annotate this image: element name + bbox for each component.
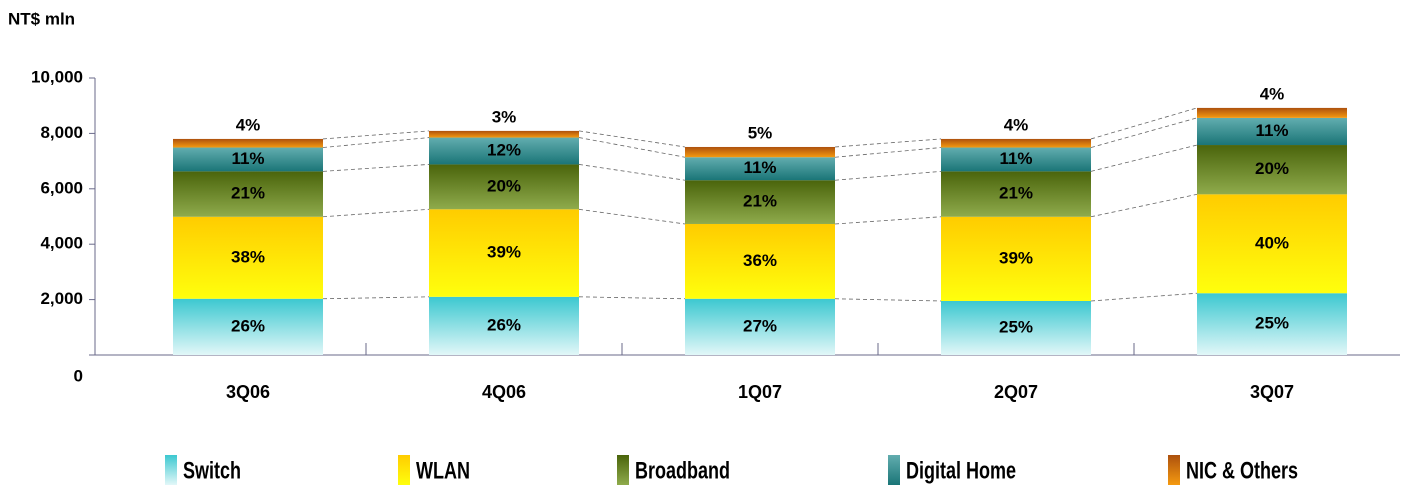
bar-segment [173,147,323,172]
segment-label: 39% [487,243,521,262]
bar-segment [1197,117,1347,146]
connector [1090,292,1198,302]
segment-label: 36% [743,251,777,270]
connector [1090,117,1198,148]
bar-segment [173,138,323,148]
connector [322,137,430,148]
y-tick-label: 8,000 [40,123,83,142]
bar-segment [429,130,579,138]
segment-label: 39% [999,248,1033,267]
segment-label: 40% [1255,233,1289,252]
y-axis-label: NT$ mln [8,9,75,28]
bar-segment [1197,293,1347,355]
x-tick-label: 3Q06 [226,382,270,402]
connector [322,208,430,218]
bar-segment [685,157,835,181]
connector [578,208,686,225]
segment-label: 5% [748,123,773,142]
bar-segment [1197,107,1347,118]
segment-label: 26% [487,315,521,334]
x-tick-label: 3Q07 [1250,382,1294,402]
y-tick-label: 0 [74,366,83,385]
segment-label: 25% [999,317,1033,336]
bar-segment [1197,194,1347,294]
x-tick-label: 4Q06 [482,382,526,402]
connector [322,164,430,172]
legend-swatch [888,455,900,485]
segment-label: 4% [1260,84,1285,103]
segment-label: 20% [1255,159,1289,178]
segment-label: 27% [743,316,777,335]
bar-segment [429,209,579,297]
bar-segment [685,223,835,299]
connector [834,147,942,158]
connector [578,130,686,148]
connector [834,216,942,225]
legend-swatch [398,455,410,485]
connector [322,130,430,140]
segment-label: 21% [743,192,777,211]
legend-label: Switch [183,458,241,484]
segment-label: 25% [1255,314,1289,333]
connector [834,170,942,181]
bar-segment [1197,145,1347,195]
y-tick-label: 6,000 [40,178,83,197]
segment-label: 4% [236,115,261,134]
segment-label: 4% [1004,115,1029,134]
bar-segment [685,180,835,224]
connector [1090,144,1198,172]
bar-segment [941,147,1091,172]
bar-segment [429,164,579,210]
bar-segment [173,216,323,299]
connector [578,296,686,300]
connector [578,137,686,158]
bar-segment [685,146,835,158]
bar-segment [941,138,1091,148]
x-tick-label: 1Q07 [738,382,782,402]
connector [834,298,942,302]
segment-label: 21% [231,184,265,203]
legend-label: NIC & Others [1186,458,1298,484]
connector [322,296,430,300]
segment-label: 11% [743,158,776,177]
connector [1090,107,1198,140]
segment-label: 12% [487,140,521,159]
segment-label: 11% [999,149,1032,168]
bar-segment [173,298,323,355]
legend-swatch [617,455,629,485]
y-tick-label: 10,000 [31,67,83,86]
bar-segment [941,216,1091,301]
segment-label: 11% [1255,121,1288,140]
segment-label: 20% [487,176,521,195]
x-tick-label: 2Q07 [994,382,1038,402]
segment-label: 26% [231,316,265,335]
legend-label: Digital Home [906,458,1016,484]
y-tick-label: 4,000 [40,234,83,253]
bar-segment [685,298,835,355]
bar-segment [429,137,579,165]
bar-segment [941,300,1091,355]
legend-label: WLAN [416,458,470,484]
segment-label: 3% [492,107,517,126]
legend-swatch [165,455,177,485]
y-tick-label: 2,000 [40,289,83,308]
connector [578,164,686,181]
connector [1090,193,1198,218]
segment-label: 11% [231,149,264,168]
legend-swatch [1168,455,1180,485]
connector [834,138,942,148]
bar-segment [941,171,1091,217]
segment-label: 21% [999,184,1033,203]
bar-segment [173,171,323,217]
bar-segment [429,296,579,355]
legend-label: Broadband [635,458,730,484]
segment-label: 38% [231,247,265,266]
